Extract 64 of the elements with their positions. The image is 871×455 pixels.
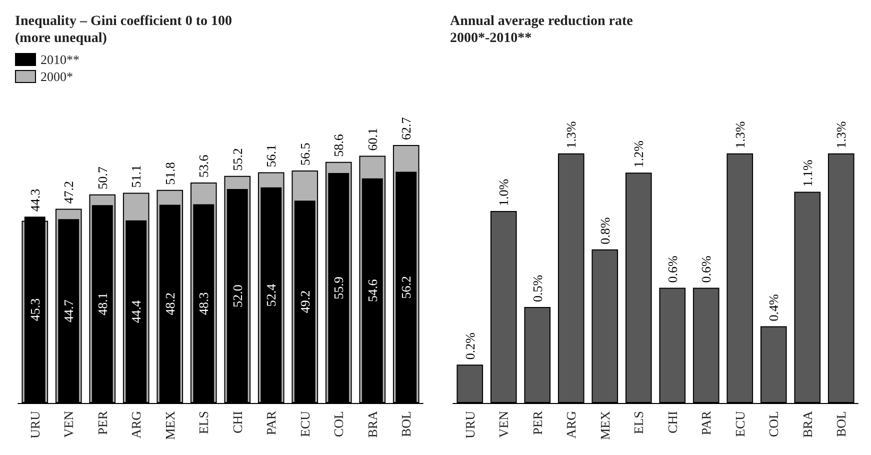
data-label: 0.5% [530, 274, 545, 302]
data-label: 0.2% [462, 332, 478, 360]
x-tick-label: PAR [698, 410, 714, 436]
x-tick-label: BOL [834, 410, 849, 437]
x-tick-label: ELS [631, 411, 646, 434]
data-label: 1.3% [834, 121, 849, 148]
data-label: 45.3 [27, 298, 42, 322]
x-tick-label: PAR [264, 410, 279, 436]
data-label: 1.2% [631, 140, 646, 168]
data-label: 52.0 [230, 284, 245, 308]
x-tick-label: BRA [800, 410, 815, 438]
x-tick-label: VEN [61, 410, 76, 438]
x-tick-label: URU [462, 410, 478, 438]
data-label: 1.0% [496, 178, 512, 206]
data-label: 52.4 [264, 283, 279, 307]
data-label: 44.7 [61, 299, 76, 322]
x-tick-label: ARG [564, 411, 579, 438]
data-label: 44.4 [128, 300, 144, 324]
data-label: 51.8 [162, 162, 178, 185]
x-tick-label: MEX [597, 410, 612, 440]
data-label: 62.7 [398, 116, 414, 140]
x-tick-label: CHI [664, 411, 680, 434]
data-label: 1.3% [732, 121, 748, 148]
x-tick-label: ELS [196, 411, 212, 434]
data-label: 51.1 [128, 165, 144, 188]
x-tick-label: ECU [297, 410, 312, 437]
x-tick-label: COL [766, 410, 782, 437]
legend-label: 2010** [40, 52, 80, 67]
x-tick-label: ARG [128, 411, 144, 438]
data-label: 56.5 [297, 142, 312, 166]
data-label: 0.8% [597, 217, 612, 244]
data-label: 53.6 [196, 154, 212, 178]
data-label: 47.2 [61, 181, 76, 204]
data-label: 49.2 [297, 290, 312, 314]
data-label: 48.3 [196, 292, 212, 316]
x-tick-label: COL [331, 410, 346, 437]
data-label: 60.1 [364, 128, 380, 151]
data-label: 1.3% [564, 121, 579, 148]
chart-title: Inequality – Gini coefficient 0 to 100 (more unequal) [15, 14, 232, 46]
data-label: 48.1 [94, 292, 110, 316]
data-label: 0.6% [698, 256, 714, 283]
data-label: 48.2 [162, 292, 178, 316]
data-label: 0.4% [766, 294, 782, 322]
data-label: 44.3 [27, 188, 42, 212]
x-tick-label: MEX [162, 410, 178, 440]
x-tick-label: PER [530, 410, 545, 435]
legend-label: 2000* [40, 69, 73, 84]
x-tick-label: URU [27, 410, 42, 438]
data-label: 55.2 [230, 148, 245, 171]
x-tick-label: PER [94, 410, 110, 435]
x-tick-label: BOL [398, 410, 414, 437]
data-label: 56.2 [398, 276, 414, 299]
chart-title: Annual average reduction rate 2000*-2010** [450, 14, 633, 46]
data-label: 56.1 [264, 144, 279, 168]
data-label: 55.9 [331, 276, 346, 300]
data-label: 54.6 [364, 278, 380, 302]
x-tick-label: BRA [364, 410, 380, 438]
data-label: 50.7 [94, 166, 110, 190]
x-tick-label: VEN [496, 410, 512, 438]
data-label: 0.6% [664, 256, 680, 283]
data-label: 58.6 [331, 134, 346, 157]
data-label: 1.1% [800, 160, 815, 187]
x-tick-label: CHI [230, 411, 245, 434]
x-tick-label: ECU [732, 410, 748, 437]
